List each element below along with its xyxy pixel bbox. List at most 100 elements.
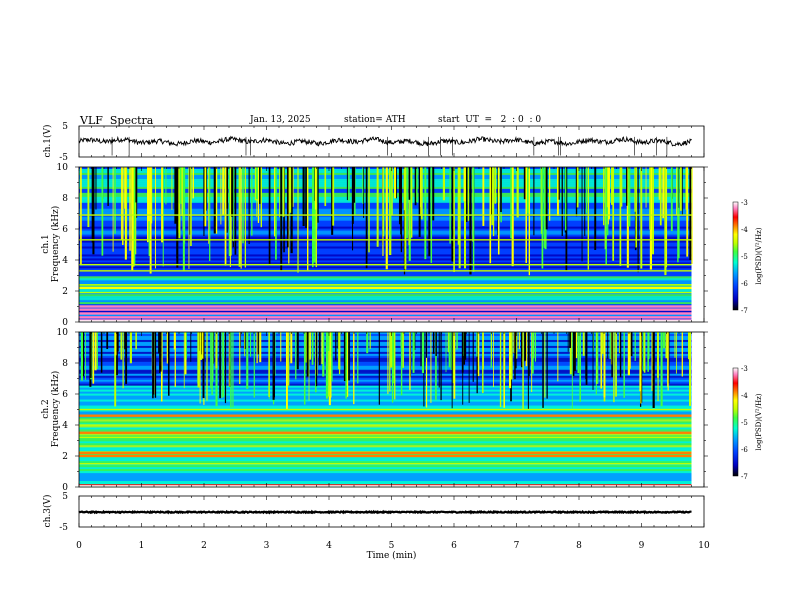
ch1-spectrogram-row bbox=[79, 298, 692, 301]
ch2-spectrogram-sferic bbox=[315, 332, 318, 387]
ch1-spectrogram-sferic bbox=[594, 167, 597, 250]
ch1-spectrogram-sferic bbox=[492, 167, 495, 236]
ch1-spectrogram-sferic bbox=[80, 167, 82, 266]
ch1-spectrogram-sferic bbox=[268, 167, 271, 266]
ch1-spectrogram-sferic bbox=[365, 167, 368, 269]
ch2-spectrogram-sferic bbox=[514, 332, 516, 380]
ch1-spectrogram-sferic bbox=[307, 167, 309, 271]
ch2-spectrogram-sferic bbox=[603, 332, 606, 398]
ch1-spectrogram-row bbox=[79, 210, 692, 214]
ch2-spectrogram-row bbox=[79, 473, 692, 476]
ch2-spectrogram-sferic bbox=[318, 332, 321, 366]
ch2-spectrogram-sferic bbox=[425, 332, 428, 408]
ch2-spectrogram-sferic bbox=[463, 332, 466, 365]
ch2-spectrogram-row bbox=[79, 421, 692, 424]
ch1-spectrogram-image bbox=[79, 167, 704, 323]
ch1-spectrogram-sferic bbox=[124, 167, 127, 260]
ch2-spectrogram-sferic bbox=[452, 332, 454, 383]
ch1-spectrogram-row bbox=[79, 258, 692, 261]
ch2-spectrogram-row bbox=[79, 381, 692, 384]
ch2-spectrogram-sferic bbox=[531, 332, 534, 374]
ch1-spectrogram-medium-band bbox=[79, 214, 692, 216]
ch2-spectrogram-sferic bbox=[296, 332, 299, 370]
xtick-3: 3 bbox=[264, 541, 270, 551]
ch1-spectrogram-sferic bbox=[659, 167, 662, 226]
ch1-colorbar: -3 -4 -5 -6 -7 log(PSD)(V²/Hz) bbox=[732, 199, 763, 315]
ch1-spectrogram-sferic bbox=[95, 167, 97, 210]
ch2-spectrogram-sferic bbox=[116, 332, 118, 376]
ch1-spectrogram-row bbox=[79, 302, 692, 305]
ch2-spectrogram-sferic bbox=[305, 332, 308, 363]
ch2-spectrogram-sferic bbox=[674, 332, 676, 358]
ch1-spectrogram-medium-band bbox=[79, 284, 692, 286]
ch1-spectrogram-sferic bbox=[240, 167, 242, 269]
ch1-spectrogram-sferic bbox=[649, 167, 651, 230]
ch2-spectrogram-sferic bbox=[240, 332, 241, 348]
ch1-spectrogram-sferic bbox=[213, 167, 216, 234]
ch1-spectrogram-sferic bbox=[192, 167, 195, 199]
ch1-spectrogram-strong-band bbox=[79, 305, 692, 308]
ch2-spectrogram-sferic bbox=[585, 332, 587, 379]
ch2-spectrogram-sferic bbox=[510, 332, 513, 380]
ch2-spectrogram-row bbox=[79, 339, 692, 343]
ch2-spectrogram-sferic bbox=[668, 332, 670, 384]
ch2-spectrogram-row bbox=[79, 477, 692, 480]
ch2-spectrogram-sferic bbox=[450, 332, 453, 371]
ch2-spectrogram-sferic bbox=[228, 332, 231, 387]
ch2-spectrogram-sferic bbox=[309, 332, 311, 360]
ch3-waveform-ylabel: ch.3(V) bbox=[42, 495, 53, 528]
ch2-spectrogram-sferic bbox=[468, 332, 470, 403]
ch2-spectrogram-sferic bbox=[597, 332, 599, 384]
ch1-spectrogram-sferic bbox=[242, 167, 244, 244]
ch1-spectrogram-row bbox=[79, 264, 692, 267]
ch1-spectrogram-row bbox=[79, 194, 692, 198]
ch2-colorbar: -3 -4 -5 -6 -7 log(PSD)(V²/Hz) bbox=[732, 365, 763, 481]
ch1-spectrogram-row bbox=[79, 282, 692, 285]
ch2-spectrogram-sferic bbox=[335, 332, 337, 361]
ch2-spectrogram-strong-band bbox=[79, 431, 692, 434]
ch2-spectrogram-row bbox=[79, 383, 692, 386]
ch2-spectrogram-sferic bbox=[641, 332, 643, 403]
ch2-spectrogram-sferic bbox=[453, 332, 456, 399]
ch2-spectrogram-sferic bbox=[129, 332, 132, 364]
xtick-4: 4 bbox=[326, 541, 332, 551]
ch2-spectrogram-row bbox=[79, 333, 692, 337]
ch1-spectrogram-sferic bbox=[385, 167, 388, 270]
xtick-1: 1 bbox=[139, 541, 145, 551]
ch1-ytick-10: 10 bbox=[57, 163, 69, 173]
ch1-spectrogram-sferic bbox=[664, 167, 667, 276]
ch2-spectrogram-row bbox=[79, 427, 692, 430]
ch2-spectrogram-sferic bbox=[82, 332, 85, 377]
ch1-spectrogram-row bbox=[79, 240, 692, 243]
ch2-spectrogram-sferic bbox=[421, 332, 425, 374]
ch2-spectrogram-sferic bbox=[206, 332, 208, 401]
ch2-spectrogram-sferic bbox=[629, 332, 631, 369]
ch1-spectrogram-sferic bbox=[662, 167, 665, 219]
station-label: station= ATH bbox=[344, 115, 406, 125]
ch1-spectrogram-sferic bbox=[640, 167, 643, 269]
ch2-spectrogram-sferic bbox=[667, 332, 669, 387]
ch1-ytick-4: 4 bbox=[62, 256, 68, 266]
ch1-spectrogram-blank bbox=[691, 167, 704, 322]
ch1-spectrogram-sferic bbox=[565, 167, 567, 231]
ch1-spectrogram-sferic bbox=[584, 167, 586, 236]
ch2-spectrogram-row bbox=[79, 359, 692, 363]
ch1-spectrogram-sferic bbox=[154, 167, 156, 269]
ch1-spectrogram-sferic bbox=[179, 167, 182, 204]
ch1-spectrogram-strong-band bbox=[79, 308, 692, 311]
ch2-spectrogram-sferic bbox=[688, 332, 692, 406]
ch2-spectrogram-image bbox=[79, 332, 704, 488]
ch2-spectrogram-sferic bbox=[409, 332, 411, 390]
ch2-spectrogram-sferic bbox=[438, 332, 440, 388]
ch1-spectrogram-row bbox=[79, 232, 692, 235]
ch2-spectrogram-row bbox=[79, 403, 692, 406]
ch1-spectrogram-sferic bbox=[248, 167, 250, 245]
ch2-spectrogram-sferic bbox=[90, 332, 92, 379]
ch1-spectrogram-sferic bbox=[497, 167, 500, 255]
ch1-spectrogram-row bbox=[79, 246, 692, 249]
ch2-colorbar-label: log(PSD)(V²/Hz) bbox=[755, 393, 763, 450]
ch2-spectrogram-sferic bbox=[448, 332, 451, 368]
ch1-spectrogram-row bbox=[79, 190, 692, 194]
ch2-spectrogram-row bbox=[79, 377, 692, 380]
ch2-spectrogram-sferic bbox=[513, 332, 515, 354]
